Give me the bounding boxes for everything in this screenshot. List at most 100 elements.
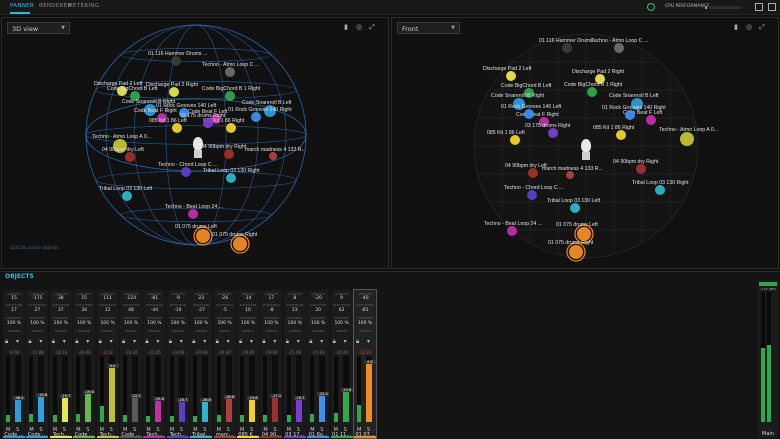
mute-button[interactable]: M [76,427,81,433]
solo-button[interactable]: S [296,427,300,433]
azimuth-value[interactable]: -14 [244,296,252,301]
azimuth-value[interactable]: -124 [125,296,137,301]
volume-fader[interactable]: -17.3 [270,356,283,422]
azimuth-value[interactable]: 9 [340,296,344,301]
chevron-down-icon[interactable]: ▾ [86,338,90,345]
object-label[interactable]: 01 Rock Grooves 140 Right [602,105,666,111]
distance-value[interactable]: 100 % [311,321,326,326]
volume-fader[interactable]: -22.1 [130,356,142,422]
lock-icon[interactable]: 🔒︎ [192,338,196,345]
object-label[interactable]: Code Beat F Left [188,109,228,115]
solo-button[interactable]: S [226,427,230,433]
object-marker[interactable] [562,43,572,53]
object-label[interactable]: Techno - Atmo Loop C ... [202,62,259,68]
object-strip[interactable]: AZIMUTH -9 ELEVATION -19 DISTANCE 100 % SPREAD… [166,290,189,438]
object-marker[interactable] [539,117,549,127]
object-label[interactable]: 03 175 drums Right [525,123,571,129]
lock-icon[interactable]: 🔒︎ [168,338,172,345]
elevation-value[interactable]: 27 [34,308,41,313]
volume-fader[interactable]: -19.6 [36,356,49,422]
elevation-value[interactable]: -5 [222,308,227,313]
object-label[interactable]: Discharge Pad 2 Right [572,69,624,75]
volume-fader[interactable]: -19.6 [83,356,96,422]
object-label[interactable]: 03 175 drums Right [180,113,226,119]
distance-value[interactable]: 100 % [6,321,22,326]
elevation-value[interactable]: 12 [104,308,111,313]
sphere-3d-scene[interactable]: 01 116 Hammer Drums ... Techno - Atmo Loo… [2,18,390,270]
object-marker[interactable] [680,132,694,146]
object-label[interactable]: 01 075 drums Left [556,222,598,228]
azimuth-value[interactable]: -20 [314,296,322,301]
mute-button[interactable]: M [6,427,11,433]
solo-button[interactable]: S [273,427,277,433]
solo-button[interactable]: S [179,427,183,433]
object-label[interactable]: march madness 4 133 R... [245,147,306,153]
object-label[interactable]: Code Snareroll B Left [609,93,659,99]
distance-value[interactable]: 100 % [123,321,139,326]
distance-value[interactable]: 100 % [264,321,279,326]
object-label[interactable]: 01 Rock Grooves 140 Left [501,104,562,110]
elevation-value[interactable]: -19 [174,308,182,313]
view-front-panel[interactable]: Front ▼ ▮ ◎ ⤢ 01 116 Hammer Drums ... Techno… [391,17,779,282]
object-label[interactable]: Techno - Chord Loop C ... [504,185,563,191]
volume-fader[interactable]: 0.0 [364,356,376,422]
mute-button[interactable]: M [240,427,245,433]
azimuth-value[interactable]: -81 [150,296,159,301]
chevron-down-icon[interactable]: ▾ [273,338,277,345]
object-label[interactable]: 01 075 drums Left [175,224,217,230]
object-label[interactable]: Discharge Pad 2 Right [146,82,198,88]
distance-value[interactable]: 100 % [100,321,115,326]
object-marker[interactable] [646,115,656,125]
chevron-down-icon[interactable]: ▾ [250,338,254,345]
object-marker[interactable] [226,123,236,133]
mute-button[interactable]: M [263,427,268,433]
object-marker[interactable] [130,91,140,101]
object-label[interactable]: 01 075 drums Right [548,240,594,246]
volume-fader[interactable]: -46.4 [13,356,25,422]
object-strip[interactable]: AZIMUTH -81 ELEVATION -44 DISTANCE 100 % SPREA… [143,290,166,438]
distance-value[interactable]: 100 % [357,321,373,326]
object-strip[interactable]: AZIMUTH 9 ELEVATION 62 DISTANCE 100 % SPREAD 🔒︎… [330,290,353,438]
object-strip[interactable]: AZIMUTH -20 ELEVATION 20 DISTANCE 100 % SPREAD… [307,290,330,438]
object-label[interactable]: 01 Rock Grooves 140 Left [156,103,217,109]
lock-icon[interactable]: 🔒︎ [145,338,149,345]
object-label[interactable]: 085 Kit 1 86 Left [149,118,187,124]
azimuth-value[interactable]: 23 [198,296,205,301]
object-marker[interactable] [595,74,605,84]
object-marker[interactable] [211,114,221,124]
object-strip[interactable]: AZIMUTH -14 ELEVATION 10 DISTANCE 100 % SPREAD… [237,290,259,438]
object-marker[interactable] [506,71,516,81]
object-strip[interactable]: AZIMUTH -40 ELEVATION -81 DISTANCE 100 % SPREA… [353,289,377,439]
solo-button[interactable]: S [250,427,254,433]
object-marker[interactable] [269,152,277,160]
object-marker[interactable] [587,87,597,97]
elevation-value[interactable]: 62 [338,308,345,313]
tab-renderer[interactable]: RENDERER [39,3,72,9]
lock-icon[interactable]: 🔒︎ [309,338,313,345]
object-strip[interactable]: AZIMUTH -124 ELEVATION 48 DISTANCE 100 % SPREA… [120,290,142,438]
object-marker[interactable] [566,171,574,179]
object-label[interactable]: Techno - Atmo Loop C ... [591,38,648,44]
elevation-value[interactable]: 48 [128,308,134,313]
object-strip[interactable]: AZIMUTH 111 ELEVATION 12 DISTANCE 100 % SPREAD… [96,290,119,438]
volume-fader[interactable]: 0.0 [106,356,119,422]
object-label[interactable]: 01 075 drums Right [212,232,258,238]
solo-button[interactable]: S [62,427,66,433]
object-strip[interactable]: AZIMUTH -26 ELEVATION -5 DISTANCE 100 % SPREAD… [213,290,236,438]
object-label[interactable]: Code Snareroll B Left [242,100,292,106]
azimuth-value[interactable]: 38 [57,296,64,301]
volume-fader[interactable]: -23.6 [340,356,353,422]
object-marker[interactable] [188,209,198,219]
azimuth-value[interactable]: 111 [103,296,112,301]
object-marker[interactable] [548,128,558,138]
object-marker[interactable] [233,237,247,251]
distance-value[interactable]: 100 % [170,321,185,326]
view-select-right[interactable]: Front ▼ [397,22,460,34]
azimuth-value[interactable]: -26 [220,296,229,301]
view-select-left[interactable]: 3D view ▼ [7,22,70,34]
distance-value[interactable]: 100 % [194,321,209,326]
object-strip[interactable]: AZIMUTH 17 ELEVATION -8 DISTANCE 100 % SPREAD 🔒… [260,290,283,438]
object-label[interactable]: Techno - Atmo Loop A 0... [659,127,718,133]
object-strip[interactable]: AZIMUTH 38 ELEVATION 37 DISTANCE 100 % SPREAD 🔒… [49,290,72,438]
tab-metering[interactable]: METERING [68,3,100,9]
